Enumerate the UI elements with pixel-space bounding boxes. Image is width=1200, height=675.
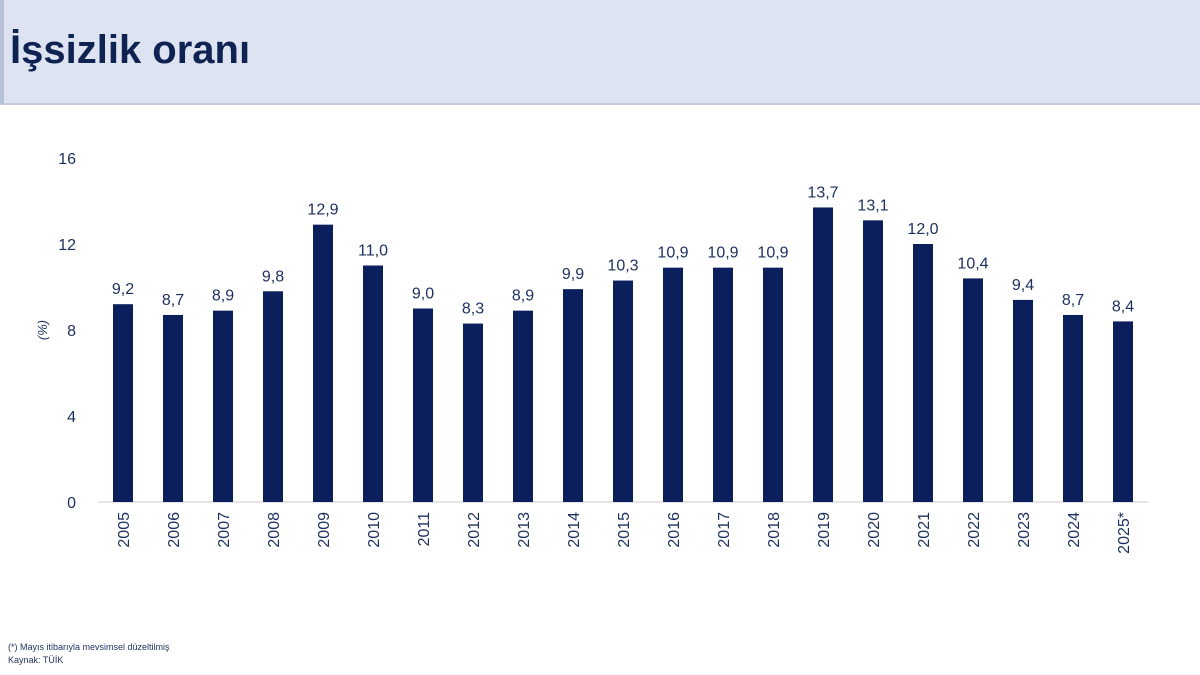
x-tick-label: 2011 [416, 512, 433, 547]
bar-2019 [813, 207, 833, 502]
data-label: 8,7 [1062, 292, 1084, 309]
data-labels: 9,2 8,7 8,9 9,8 12,9 11,0 9,0 8,3 8,9 9,9 10,3 10,9… [112, 184, 1134, 317]
y-axis: 0 4 8 12 16 [58, 151, 76, 512]
x-tick-label: 2024 [1066, 512, 1083, 548]
bar-2014 [563, 289, 583, 502]
unemployment-bar-chart: 0 4 8 12 16 (%) 9,2 8,7 8,9 9,8 12,9 11,0 9,0 8,3 8,… [35, 151, 1148, 554]
footnote-note: (*) Mayıs itibarıyla mevsimsel düzeltilm… [8, 642, 170, 652]
data-label: 8,3 [462, 301, 484, 318]
data-label: 9,0 [412, 286, 434, 303]
bar-2006 [163, 314, 183, 502]
data-label: 12,9 [307, 202, 338, 219]
x-tick-label: 2014 [566, 512, 583, 548]
x-tick-label: 2005 [116, 512, 133, 548]
y-tick-label: 8 [67, 323, 76, 340]
header-banner: İşsizlik oranı [0, 0, 1200, 105]
x-tick-label: 2025* [1116, 512, 1133, 554]
bar-2024 [1063, 314, 1083, 502]
bar-2016 [663, 267, 683, 502]
bar-2012 [463, 323, 483, 502]
data-label: 10,9 [707, 245, 738, 262]
x-tick-label: 2016 [666, 512, 683, 548]
x-tick-label: 2020 [866, 512, 883, 548]
x-tick-label: 2009 [316, 512, 333, 548]
data-label: 9,2 [112, 281, 134, 298]
data-label: 10,4 [957, 255, 988, 272]
bar-2011 [413, 308, 433, 502]
footnote-source: Kaynak: TÜİK [8, 655, 64, 665]
x-tick-label: 2019 [816, 512, 833, 548]
bar-2017 [713, 267, 733, 502]
data-label: 13,1 [857, 197, 888, 214]
bar-2013 [513, 310, 533, 502]
x-tick-label: 2012 [466, 512, 483, 548]
data-label: 9,9 [562, 266, 584, 283]
x-tick-label: 2017 [716, 512, 733, 548]
x-tick-label: 2021 [916, 512, 933, 548]
y-axis-label: (%) [35, 320, 50, 340]
bar-2022 [963, 278, 983, 502]
bar-2008 [263, 291, 283, 502]
bar-2009 [313, 224, 333, 502]
y-tick-label: 4 [67, 409, 76, 426]
data-label: 8,9 [512, 288, 534, 305]
bar-2023 [1013, 299, 1033, 502]
data-label: 10,9 [657, 245, 688, 262]
data-label: 9,4 [1012, 277, 1034, 294]
x-tick-label: 2015 [616, 512, 633, 548]
x-tick-label: 2010 [366, 512, 383, 548]
bar-2025 [1113, 321, 1133, 502]
data-label: 11,0 [358, 243, 388, 260]
bar-2021 [913, 244, 933, 502]
y-tick-label: 12 [58, 237, 76, 254]
data-label: 12,0 [907, 221, 938, 238]
data-label: 9,8 [262, 268, 284, 285]
data-label: 13,7 [807, 184, 838, 201]
bar-2020 [863, 220, 883, 502]
y-tick-label: 16 [58, 151, 76, 168]
y-tick-label: 0 [67, 495, 76, 512]
bar-2015 [613, 280, 633, 502]
bar-2005 [113, 304, 133, 502]
page-title: İşsizlik oranı [10, 28, 251, 72]
data-label: 10,3 [607, 258, 638, 275]
bar-2007 [213, 310, 233, 502]
data-label: 8,9 [212, 288, 234, 305]
x-tick-label: 2023 [1016, 512, 1033, 548]
data-label: 10,9 [757, 245, 788, 262]
bars [113, 207, 1133, 502]
x-tick-label: 2013 [516, 512, 533, 548]
bar-2010 [363, 265, 383, 502]
x-tick-label: 2022 [966, 512, 983, 548]
x-axis-ticks: 2005 2006 2007 2008 2009 2010 2011 2012 2013 2014… [116, 512, 1133, 554]
data-label: 8,4 [1112, 298, 1134, 315]
x-tick-label: 2007 [216, 512, 233, 548]
x-tick-label: 2006 [166, 512, 183, 548]
data-label: 8,7 [162, 292, 184, 309]
x-tick-label: 2008 [266, 512, 283, 548]
bar-2018 [763, 267, 783, 502]
x-tick-label: 2018 [766, 512, 783, 548]
